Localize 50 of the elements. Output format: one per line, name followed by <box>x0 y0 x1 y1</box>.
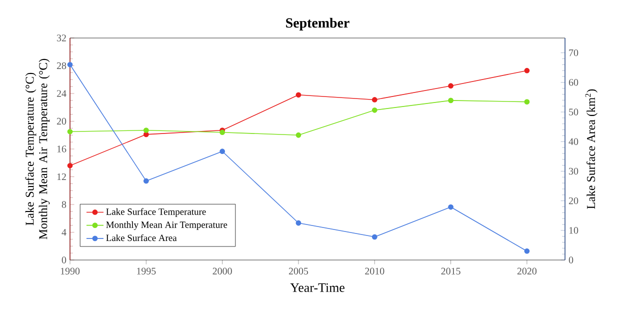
point <box>296 220 302 226</box>
point <box>67 128 73 134</box>
point <box>524 68 530 74</box>
y2-axis-title: Lake Surface Area (km$^{2}$) <box>585 89 598 209</box>
x-tick-label: 2020 <box>517 268 537 274</box>
point <box>220 148 225 154</box>
y2-tick-label: 50 <box>569 108 578 116</box>
legend-label: Lake Surface Temperature <box>106 208 206 217</box>
y-tick-label: 24 <box>56 90 66 97</box>
point <box>524 99 530 105</box>
y2-tick-label: 0 <box>568 256 574 264</box>
y-tick-label: 0 <box>62 256 66 264</box>
point <box>448 204 454 210</box>
y2-tick-label: 60 <box>568 79 578 86</box>
y-tick-label: 12 <box>57 173 66 180</box>
y-tick-label: 20 <box>56 118 66 125</box>
x-tick-label: 2005 <box>288 268 308 274</box>
point <box>372 234 378 240</box>
point <box>296 132 302 138</box>
y-tick-label: 32 <box>57 34 66 42</box>
point <box>372 97 378 102</box>
point <box>296 92 302 98</box>
y-tick-label: 8 <box>62 201 66 208</box>
x-tick-label: 1990 <box>60 268 80 274</box>
y-tick-label: 16 <box>57 146 66 152</box>
point <box>220 130 225 136</box>
point <box>67 162 73 168</box>
y2-tick-label: 70 <box>569 49 578 56</box>
point <box>372 107 378 113</box>
y2-tick-label: 20 <box>568 197 578 204</box>
x-tick-label: 2000 <box>212 268 232 274</box>
chart-title: September <box>286 18 350 30</box>
point <box>524 248 530 254</box>
point <box>448 83 454 89</box>
x-tick-label: 2010 <box>365 268 384 274</box>
y2-tick-label: 30 <box>569 168 578 175</box>
point <box>448 98 454 104</box>
x-tick-label: 1995 <box>137 268 156 274</box>
y-axis-title: Lake Surface Temperature (°C) Monthly Mean Air Temperature (°C) <box>25 58 50 240</box>
legend-label: Lake Surface Area <box>106 234 177 242</box>
legend-label: Monthly Mean Air Temperature <box>106 221 228 230</box>
point <box>67 62 73 68</box>
point <box>143 128 149 133</box>
y-tick-label: 28 <box>56 62 66 70</box>
y2-tick-label: 10 <box>569 227 578 234</box>
y2-tick-label: 40 <box>568 138 578 145</box>
x-axis-title: Year-Time <box>290 283 344 292</box>
x-tick-label: 2015 <box>441 268 460 274</box>
y-tick-label: 4 <box>62 228 66 236</box>
point <box>143 178 149 184</box>
